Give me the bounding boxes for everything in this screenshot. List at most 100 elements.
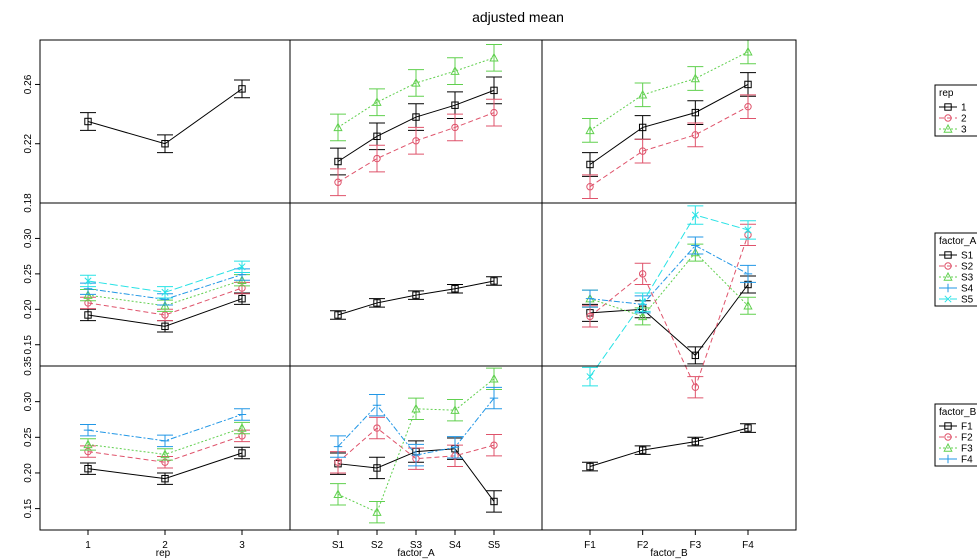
error-bar [408,69,424,97]
data-point [451,285,459,293]
error-bar [486,433,502,457]
y-tick-label: 0.20 [23,299,34,319]
error-bar [447,57,463,85]
legend-label: S4 [961,284,974,295]
data-point [333,442,343,451]
data-point [450,443,460,452]
legend-label: F3 [961,444,973,455]
y-tick-label: 0.22 [23,134,34,154]
legend-marker [944,422,952,430]
x-axis-title: factor_A [397,548,435,559]
error-bar [80,308,96,322]
data-point [334,157,342,166]
series-line [589,51,749,131]
y-tick-label: 0.30 [23,228,34,248]
error-bar [687,376,704,399]
legend-box [934,403,977,467]
data-point [84,277,92,285]
error-bar [486,43,502,72]
error-bar [634,115,651,140]
error-bar [369,500,385,524]
legend-label: 1 [961,103,967,114]
series-line [589,427,749,468]
panels-layer [80,39,756,524]
legend-label: 2 [961,114,967,125]
legend-label: 3 [961,125,967,136]
legend-marker [943,454,953,464]
error-bar [369,88,385,117]
data-point [412,113,420,121]
data-point [691,241,700,250]
data-point [237,410,247,419]
panel-2-0 [39,365,291,531]
y-top-label: 0.35 [23,356,34,376]
x-tick-label: F4 [742,540,754,551]
legend-box [934,84,977,137]
data-point [373,299,381,307]
series-line [589,244,749,305]
x-tick-label: 1 [85,540,91,551]
data-point [743,46,753,56]
legend-label: S2 [961,262,974,273]
series-line [589,234,749,389]
x-tick-label: S1 [332,540,345,551]
data-point [586,160,594,169]
data-point [489,52,499,62]
data-point [638,89,648,99]
data-point [691,131,700,139]
data-point [744,102,752,111]
data-point [585,125,595,135]
error-bar [447,399,463,422]
error-bar [157,134,173,154]
error-bar [740,39,756,65]
series-line [589,284,749,357]
error-bar [408,397,424,420]
x-tick-label: F2 [637,540,649,551]
data-point [84,117,92,126]
data-point [490,441,498,449]
error-bar [234,79,250,99]
y-tick-label: 0.25 [23,264,34,284]
legend-title: factor_A [939,236,977,247]
error-bar [486,98,502,127]
error-bar [447,113,463,142]
series-line [589,84,749,165]
data-point [334,311,342,319]
data-point [238,449,246,457]
y-tick-label: 0.15 [23,335,34,355]
legend-marker [944,262,952,270]
data-point [490,86,498,95]
error-bar [634,262,651,285]
error-bar [369,416,385,440]
error-bar [157,320,173,333]
legend-label: F4 [961,455,973,466]
error-bar [408,126,424,155]
series-line [87,287,243,316]
data-point [161,140,169,148]
data-point [373,132,381,141]
data-point [160,449,170,459]
data-point [373,154,381,163]
legend-marker [944,114,952,122]
data-point [638,147,647,155]
data-point [744,226,752,234]
error-bar [582,305,598,328]
series-line [87,435,243,463]
data-point [691,383,700,391]
data-point [372,97,382,106]
panel-1-2-series [582,205,756,399]
data-point [744,80,752,89]
x-tick-label: S5 [488,540,501,551]
data-point [411,450,421,460]
data-point [586,312,594,321]
data-point [743,300,753,310]
error-bar [687,66,704,91]
data-point [490,277,498,285]
data-point [412,137,420,145]
error-bar [740,72,756,97]
data-point [83,425,93,435]
panel-1-1-series [330,276,502,320]
